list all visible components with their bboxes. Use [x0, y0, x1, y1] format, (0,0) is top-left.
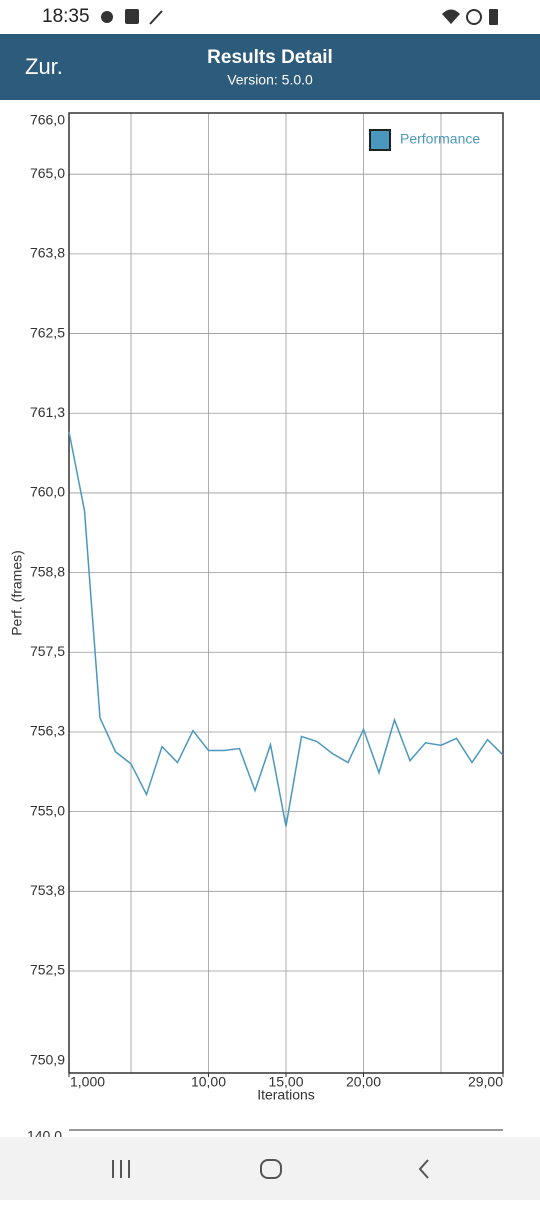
y-tick-label: 760,0: [30, 484, 65, 500]
back-button[interactable]: Zur.: [25, 54, 63, 79]
x-tick-label: 29,00: [468, 1074, 503, 1090]
y-tick-label: 756,3: [30, 723, 65, 739]
y-tick-label: 762,5: [30, 324, 65, 340]
nav-home[interactable]: [260, 1159, 282, 1179]
y-tick-label: 761,3: [30, 404, 65, 420]
plot-border: [68, 112, 504, 1074]
line: [68, 431, 504, 827]
x-tick-label: 15,00: [268, 1074, 303, 1090]
y-tick-label: 758,8: [30, 563, 65, 579]
status-time: 18:35: [42, 6, 90, 27]
x-tick-label: 1,000: [70, 1074, 105, 1090]
y-tick-label: 763,8: [30, 245, 65, 261]
page-title: Results Detail: [207, 47, 333, 68]
status-icons: [101, 9, 498, 25]
y-tick-label: 766,0: [30, 112, 65, 128]
y-tick-label: 752,5: [30, 962, 65, 978]
x-axis-label: Iterations: [257, 1087, 315, 1103]
nav-recent[interactable]: [112, 1160, 130, 1178]
y-tick-label: 753,8: [30, 882, 65, 898]
legend-swatch: [369, 129, 391, 151]
chart: 750,9 752,5 753,8 755,0 756,3 757,5 758,8 760,0…: [9, 112, 504, 1103]
legend-label: Performance: [400, 131, 480, 147]
y-tick-label: 757,5: [30, 643, 65, 659]
y-axis-label: Perf. (frames): [9, 550, 25, 636]
app-bar: [0, 34, 540, 100]
page-subtitle: Version: 5.0.0: [227, 72, 313, 88]
nav-bar: [0, 1137, 540, 1200]
x-tick-label: 20,00: [346, 1074, 381, 1090]
y-tick-label: 765,0: [30, 165, 65, 181]
nav-back[interactable]: [418, 1159, 429, 1179]
y-tick-label: 755,0: [30, 802, 65, 818]
x-tick-label: 10,00: [191, 1074, 226, 1090]
y-tick-label: 750,9: [30, 1052, 65, 1068]
